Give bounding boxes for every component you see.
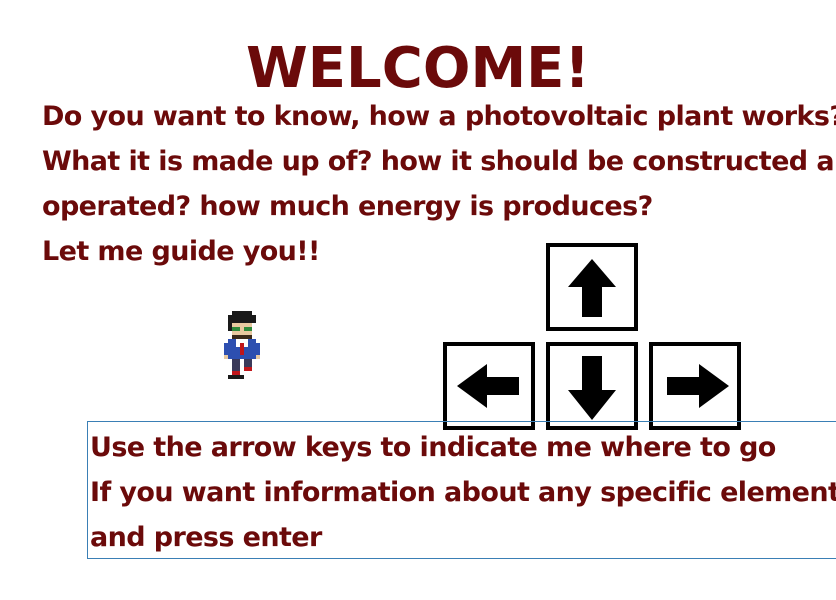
intro-text: Do you want to know, how a photovoltaic … — [42, 94, 836, 274]
arrow-up-icon — [568, 259, 616, 317]
arrow-left-icon — [457, 364, 519, 408]
intro-line: What it is made up of? how it should be … — [42, 146, 836, 177]
arrow-up-key[interactable] — [546, 243, 638, 331]
arrow-down-key[interactable] — [546, 342, 638, 430]
instruction-line: and press enter — [90, 522, 322, 553]
arrow-right-key[interactable] — [649, 342, 741, 430]
instructions-box: Use the arrow keys to indicate me where … — [87, 421, 836, 559]
intro-line: Do you want to know, how a photovoltaic … — [42, 101, 836, 132]
welcome-title: WELCOME! — [246, 36, 590, 101]
intro-line: Let me guide you!! — [42, 236, 320, 267]
instruction-line: Use the arrow keys to indicate me where … — [90, 432, 776, 463]
intro-line: operated? how much energy is produces? — [42, 191, 653, 222]
arrow-down-icon — [568, 356, 616, 420]
arrow-left-key[interactable] — [443, 342, 535, 430]
arrow-right-icon — [667, 364, 729, 408]
instruction-line: If you want information about any specif… — [90, 477, 836, 508]
guide-character-icon — [224, 311, 260, 379]
guide-character-sprite — [220, 310, 264, 380]
